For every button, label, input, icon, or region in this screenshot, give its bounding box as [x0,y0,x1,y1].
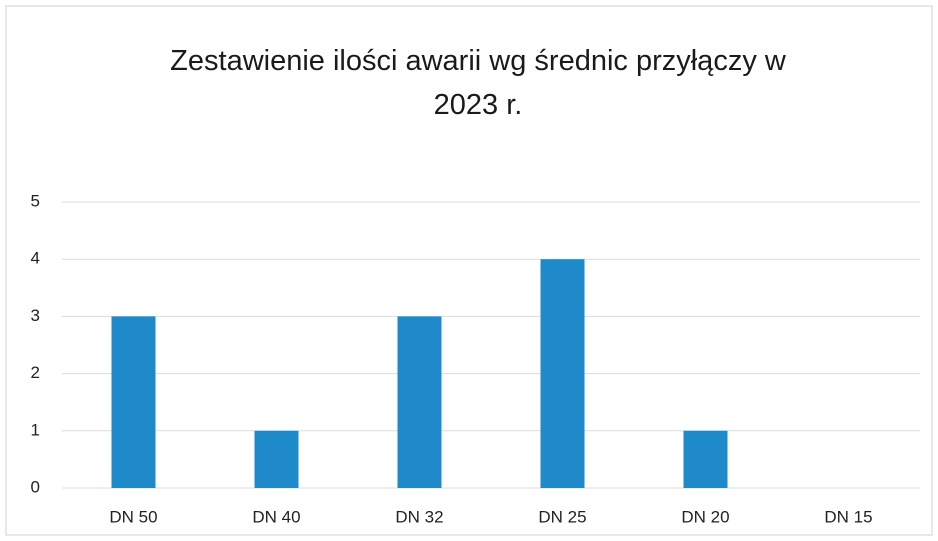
y-tick-label: 3 [31,306,40,325]
x-tick-label: DN 50 [109,507,157,526]
x-tick-label: DN 25 [538,507,586,526]
y-tick-label: 2 [31,363,40,382]
y-tick-label: 1 [31,420,40,439]
bar [254,430,299,488]
bar [111,316,156,488]
y-tick-label: 4 [31,249,40,268]
y-tick-label: 0 [31,477,40,496]
bar [540,259,585,488]
y-tick-label: 5 [31,191,40,210]
x-tick-label: DN 40 [252,507,300,526]
bar [683,430,728,488]
bar [397,316,442,488]
chart-border [5,5,933,536]
x-tick-label: DN 20 [681,507,729,526]
chart-title: Zestawienie ilości awarii wg średnic prz… [170,45,787,121]
x-tick-label: DN 32 [395,507,443,526]
x-tick-label: DN 15 [824,507,872,526]
